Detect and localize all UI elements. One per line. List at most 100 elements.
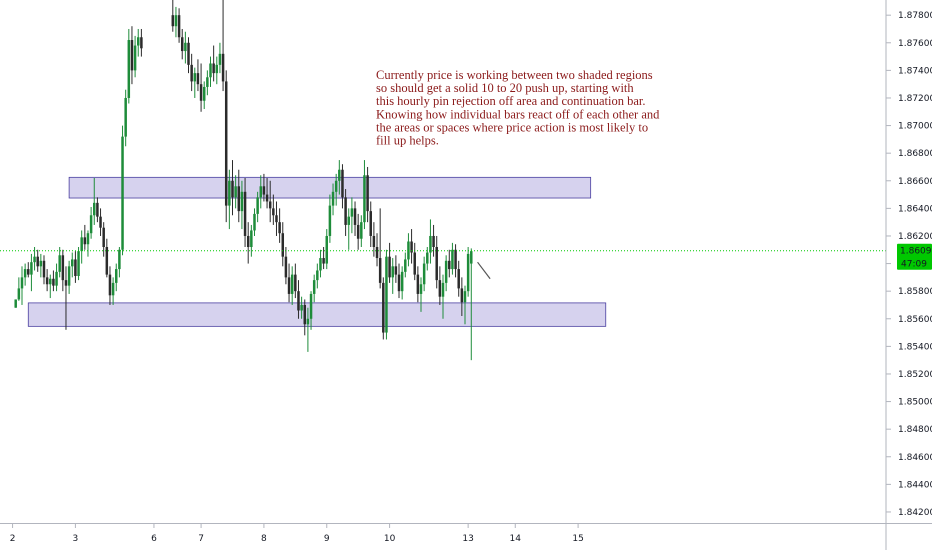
candle[interactable] xyxy=(64,266,68,330)
candle[interactable] xyxy=(23,263,27,286)
candle[interactable] xyxy=(268,180,272,223)
candle[interactable] xyxy=(177,8,181,43)
candle[interactable] xyxy=(382,277,385,340)
candle[interactable] xyxy=(429,219,432,264)
candle[interactable] xyxy=(136,28,140,57)
candle[interactable] xyxy=(209,56,212,87)
candle[interactable] xyxy=(331,183,335,216)
candle[interactable] xyxy=(206,70,209,96)
candle[interactable] xyxy=(174,6,178,38)
candle[interactable] xyxy=(322,247,325,270)
candle[interactable] xyxy=(460,277,464,317)
candle[interactable] xyxy=(114,263,118,292)
candle[interactable] xyxy=(234,175,237,209)
candle[interactable] xyxy=(297,280,300,319)
candle[interactable] xyxy=(250,224,253,257)
candle[interactable] xyxy=(20,266,24,305)
candle[interactable] xyxy=(290,266,294,305)
candle[interactable] xyxy=(33,247,36,271)
candle[interactable] xyxy=(231,160,234,216)
candle[interactable] xyxy=(344,189,347,236)
candle[interactable] xyxy=(243,178,247,248)
candle[interactable] xyxy=(438,266,442,305)
candle[interactable] xyxy=(105,238,109,278)
candle[interactable] xyxy=(61,249,65,292)
candle[interactable] xyxy=(391,258,394,294)
candle[interactable] xyxy=(265,178,269,209)
candle[interactable] xyxy=(36,249,39,272)
candle[interactable] xyxy=(470,248,473,361)
candle[interactable] xyxy=(303,299,307,336)
candle[interactable] xyxy=(306,307,310,352)
candle[interactable] xyxy=(127,28,131,104)
candle[interactable] xyxy=(99,208,102,236)
candle[interactable] xyxy=(435,235,438,289)
candle[interactable] xyxy=(246,222,250,264)
candle[interactable] xyxy=(441,274,445,319)
candle[interactable] xyxy=(14,299,17,308)
candle[interactable] xyxy=(347,208,350,250)
candle[interactable] xyxy=(27,262,30,278)
candle[interactable] xyxy=(275,201,278,236)
candle[interactable] xyxy=(83,224,87,250)
candle[interactable] xyxy=(71,252,74,278)
candle[interactable] xyxy=(272,194,275,225)
candle[interactable] xyxy=(363,160,366,230)
candle[interactable] xyxy=(400,266,404,300)
candle[interactable] xyxy=(350,197,354,234)
candle[interactable] xyxy=(404,252,407,278)
candle[interactable] xyxy=(45,269,49,292)
candle[interactable] xyxy=(372,222,376,257)
candle[interactable] xyxy=(422,256,426,292)
candle[interactable] xyxy=(287,263,291,303)
candle[interactable] xyxy=(93,178,96,225)
candle[interactable] xyxy=(463,285,467,325)
candle[interactable] xyxy=(124,89,127,147)
candle[interactable] xyxy=(74,251,77,283)
candle[interactable] xyxy=(356,213,360,250)
candle[interactable] xyxy=(39,253,43,278)
candle[interactable] xyxy=(171,0,175,32)
candle[interactable] xyxy=(397,263,401,299)
candle[interactable] xyxy=(457,260,460,297)
candle[interactable] xyxy=(202,81,206,110)
candle[interactable] xyxy=(212,45,215,82)
candle[interactable] xyxy=(80,230,83,264)
candle[interactable] xyxy=(294,263,297,299)
shaded-zone-2[interactable] xyxy=(27,302,607,327)
candle[interactable] xyxy=(394,255,398,283)
candle[interactable] xyxy=(419,277,423,312)
candle[interactable] xyxy=(451,242,454,275)
candle[interactable] xyxy=(55,263,58,292)
candle[interactable] xyxy=(256,191,259,223)
candle[interactable] xyxy=(432,224,435,257)
candle[interactable] xyxy=(17,277,21,301)
candle[interactable] xyxy=(316,263,319,289)
projection-line[interactable] xyxy=(477,261,491,280)
candle[interactable] xyxy=(262,173,266,202)
candle[interactable] xyxy=(42,255,46,285)
candle[interactable] xyxy=(140,28,143,57)
candle[interactable] xyxy=(228,169,231,230)
candle[interactable] xyxy=(86,230,90,257)
candle[interactable] xyxy=(281,222,285,267)
candle[interactable] xyxy=(353,201,357,236)
time-axis[interactable]: 2 3 6 7 8 9 10 13 14 15 xyxy=(10,523,584,544)
candle[interactable] xyxy=(334,173,338,206)
candle[interactable] xyxy=(410,229,413,264)
candle[interactable] xyxy=(388,242,391,283)
candle[interactable] xyxy=(118,247,121,278)
candle[interactable] xyxy=(184,31,187,64)
candle[interactable] xyxy=(448,249,451,278)
candle[interactable] xyxy=(89,206,93,239)
candle[interactable] xyxy=(278,208,281,243)
candle[interactable] xyxy=(111,277,115,305)
candle[interactable] xyxy=(385,249,388,340)
candle[interactable] xyxy=(259,175,263,209)
candle[interactable] xyxy=(413,242,416,281)
candle[interactable] xyxy=(121,125,124,256)
candle[interactable] xyxy=(196,59,200,92)
candle[interactable] xyxy=(218,42,222,74)
candle[interactable] xyxy=(77,247,80,281)
